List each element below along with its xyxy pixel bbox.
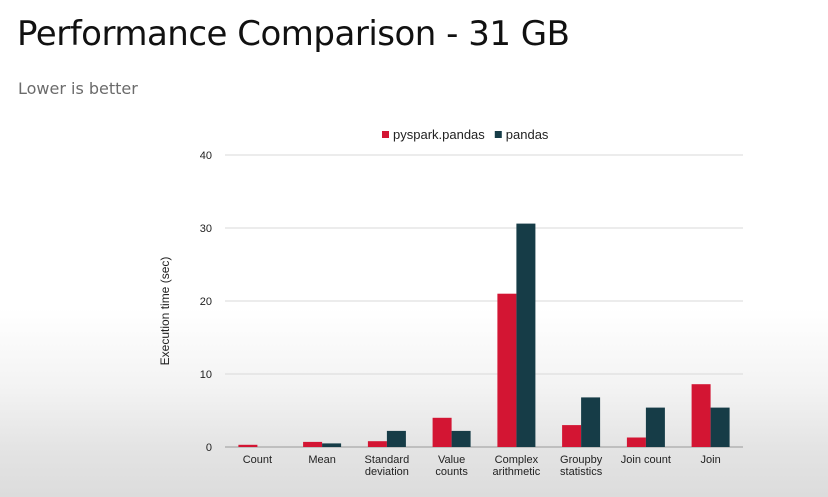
bar-pandas-4 <box>516 223 536 447</box>
legend-swatch-pandas <box>494 131 502 138</box>
x-axis-ticks: Count Mean Standard deviation Value counts Com… <box>243 454 721 478</box>
bar-pyspark-pandas-3 <box>432 417 452 447</box>
bar-pyspark-pandas-5 <box>562 425 582 447</box>
y-axis-ticks: 0 10 20 30 40 <box>200 150 212 454</box>
bar-pyspark-pandas-2 <box>367 441 387 447</box>
slide-subtitle: Lower is better <box>18 79 138 98</box>
x-tick-label: Count <box>243 454 272 466</box>
legend: pyspark.pandas pandas <box>382 127 549 142</box>
bar-pyspark-pandas-1 <box>303 441 323 447</box>
x-tick-label: Value counts <box>435 454 468 478</box>
y-axis-label: Execution time (sec) <box>158 257 172 366</box>
x-tick-label: Mean <box>308 454 336 466</box>
bar-pandas-1 <box>322 443 342 447</box>
bar-pandas-7 <box>710 407 730 447</box>
bar-pandas-6 <box>645 407 665 447</box>
bar-pyspark-pandas-6 <box>626 437 646 447</box>
bar-pandas-2 <box>386 430 406 447</box>
bar-pandas-3 <box>451 430 471 447</box>
bar-pandas-5 <box>581 397 601 447</box>
y-tick-label: 0 <box>206 442 212 454</box>
x-tick-label: Standard deviation <box>365 454 410 478</box>
grid-layer <box>225 154 743 448</box>
y-tick-label: 10 <box>200 369 212 381</box>
x-tick-label: Join <box>701 454 721 466</box>
legend-label-pyspark-pandas: pyspark.pandas <box>393 127 485 142</box>
x-tick-label: Complex arithmetic <box>493 454 541 478</box>
y-tick-label: 30 <box>200 223 212 235</box>
legend-label-pandas: pandas <box>506 127 549 142</box>
x-tick-label: Groupby statistics <box>560 454 603 478</box>
legend-swatch-pyspark-pandas <box>382 131 389 138</box>
y-tick-label: 20 <box>200 296 212 308</box>
slide-title: Performance Comparison - 31 GB <box>17 14 570 54</box>
bar-pyspark-pandas-7 <box>691 384 711 447</box>
bar-pyspark-pandas-0 <box>238 444 258 447</box>
bar-pyspark-pandas-4 <box>497 293 517 447</box>
x-tick-label: Join count <box>621 454 671 466</box>
bars-layer <box>238 223 730 447</box>
y-tick-label: 40 <box>200 150 212 162</box>
